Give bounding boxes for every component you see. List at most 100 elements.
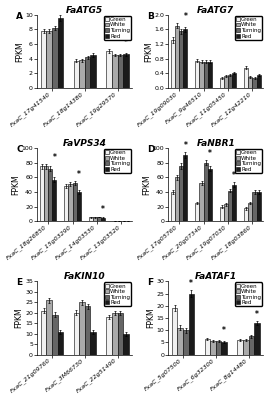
Bar — [48, 168, 52, 221]
Bar — [183, 330, 189, 355]
Bar — [175, 177, 179, 221]
Bar — [244, 208, 248, 221]
Bar — [46, 300, 52, 355]
Bar — [204, 62, 208, 88]
Bar — [58, 18, 63, 88]
Bar — [97, 217, 101, 221]
Bar — [183, 29, 187, 88]
Bar — [249, 336, 254, 355]
Bar — [41, 311, 46, 355]
Title: FaVPS34: FaVPS34 — [63, 139, 107, 148]
Bar — [238, 340, 243, 355]
Title: FaATG5: FaATG5 — [66, 6, 103, 14]
Bar — [179, 31, 183, 88]
Bar — [52, 315, 58, 355]
Bar — [199, 183, 204, 221]
Bar — [171, 192, 175, 221]
Bar — [123, 54, 129, 88]
Bar — [79, 302, 85, 355]
Legend: Green, White, Turning, Red: Green, White, Turning, Red — [235, 282, 262, 306]
Bar — [199, 62, 204, 88]
Bar — [243, 340, 249, 355]
Text: C: C — [16, 145, 23, 154]
Bar — [224, 204, 228, 221]
Text: *: * — [52, 153, 56, 162]
Bar — [52, 180, 56, 221]
Text: *: * — [208, 149, 212, 158]
Bar — [79, 60, 85, 88]
Text: E: E — [16, 278, 22, 287]
Bar — [205, 339, 210, 355]
Bar — [112, 313, 118, 355]
Bar — [58, 332, 63, 355]
Bar — [208, 168, 212, 221]
Bar — [101, 218, 105, 221]
Bar — [171, 40, 175, 88]
Bar — [77, 192, 81, 221]
Text: *: * — [189, 279, 193, 288]
Text: *: * — [183, 12, 187, 21]
Y-axis label: FPKM: FPKM — [15, 41, 24, 62]
Title: FaNBR1: FaNBR1 — [196, 139, 235, 148]
Bar — [216, 341, 221, 355]
Bar — [107, 317, 112, 355]
Bar — [224, 76, 228, 88]
Bar — [112, 55, 118, 88]
Bar — [74, 61, 79, 88]
Text: *: * — [124, 300, 128, 308]
Bar — [175, 26, 179, 88]
Bar — [248, 203, 252, 221]
Bar — [254, 323, 260, 355]
Bar — [46, 31, 52, 88]
Y-axis label: FPKM: FPKM — [15, 308, 24, 328]
Bar — [40, 166, 44, 221]
Bar — [93, 217, 97, 221]
Bar — [244, 68, 248, 88]
Bar — [179, 166, 183, 221]
Bar — [204, 163, 208, 221]
Bar — [177, 328, 183, 355]
Bar — [195, 60, 199, 88]
Text: *: * — [183, 141, 187, 150]
Bar — [228, 75, 232, 88]
Bar — [257, 75, 261, 88]
Legend: Green, White, Turning, Red: Green, White, Turning, Red — [104, 16, 131, 40]
Y-axis label: FPKM: FPKM — [146, 308, 155, 328]
Legend: Green, White, Turning, Red: Green, White, Turning, Red — [104, 149, 131, 173]
Bar — [189, 294, 194, 355]
Bar — [68, 184, 73, 221]
Title: FaATAF1: FaATAF1 — [195, 272, 237, 281]
Legend: Green, White, Turning, Red: Green, White, Turning, Red — [235, 16, 262, 40]
Y-axis label: FPKM: FPKM — [11, 174, 20, 195]
Bar — [220, 78, 224, 88]
Text: *: * — [222, 326, 226, 335]
Bar — [208, 62, 212, 88]
Bar — [220, 207, 224, 221]
Bar — [118, 55, 123, 88]
Bar — [118, 313, 123, 355]
Bar — [85, 57, 90, 88]
Bar — [248, 77, 252, 88]
Bar — [74, 313, 79, 355]
Text: F: F — [147, 278, 153, 287]
Text: *: * — [101, 205, 105, 214]
Text: A: A — [16, 12, 23, 21]
Bar — [52, 28, 58, 88]
Bar — [183, 155, 187, 221]
Bar — [89, 217, 93, 221]
Bar — [172, 308, 177, 355]
Legend: Green, White, Turning, Red: Green, White, Turning, Red — [235, 149, 262, 173]
Bar — [73, 183, 77, 221]
Text: B: B — [147, 12, 154, 21]
Bar — [210, 341, 216, 355]
Text: *: * — [255, 310, 259, 319]
Text: *: * — [232, 171, 236, 180]
Bar — [195, 203, 199, 221]
Bar — [221, 342, 227, 355]
Bar — [90, 332, 96, 355]
Bar — [252, 78, 257, 88]
Legend: Green, White, Turning, Red: Green, White, Turning, Red — [104, 282, 131, 306]
Bar — [90, 55, 96, 88]
Y-axis label: FPKM: FPKM — [142, 174, 151, 195]
Bar — [232, 73, 236, 88]
